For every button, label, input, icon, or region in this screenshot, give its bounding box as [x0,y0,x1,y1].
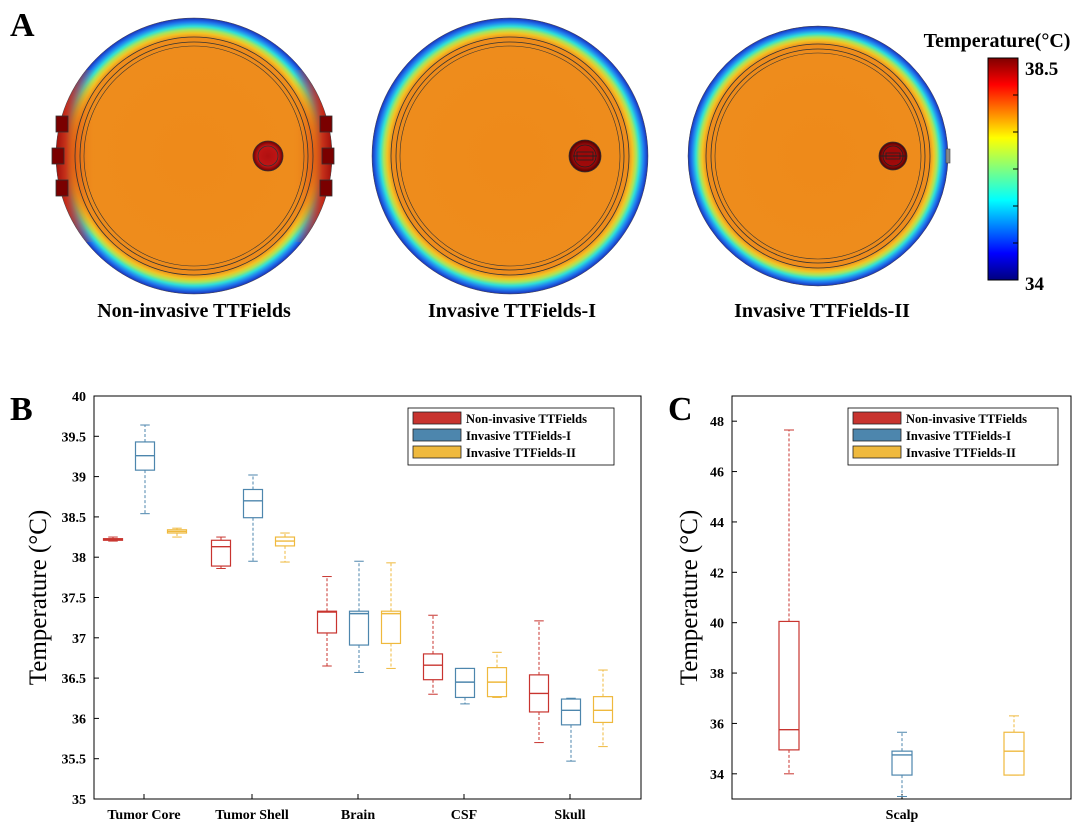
x-tick-label: CSF [451,808,477,823]
legend-label: Invasive TTFields-II [906,446,1016,460]
box-invasive-ttfields-ii-scalp [1003,715,1025,776]
legend-label: Non-invasive TTFields [466,412,587,426]
box-invasive-ttfields-i-tumor-shell [242,474,264,562]
colorbar [987,57,1019,281]
x-tick-label: Scalp [886,808,919,823]
colorbar-max-label: 38.5 [1025,59,1058,80]
box-invasive-ttfields-i-skull [560,697,582,762]
y-tick-label: 44 [710,516,724,531]
legend-swatch [852,411,902,425]
y-tick-label: 39 [72,471,86,486]
box-invasive-ttfields-i-scalp [891,731,913,797]
y-tick-label: 35.5 [62,753,87,768]
legend-label: Invasive TTFields-I [466,429,571,443]
thermal-map-invasive-i [371,17,649,295]
y-tick-label: 35 [72,793,86,808]
x-tick-label: Skull [554,808,585,823]
y-tick-label: 37.5 [62,592,87,607]
box-invasive-ttfields-ii-brain [380,562,402,669]
box-iqr [380,610,402,645]
legend-label: Invasive TTFields-II [466,446,576,460]
y-tick-label: 36 [710,717,724,732]
box-iqr [454,667,476,699]
caption-invasive-ii: Invasive TTFields-II [734,300,910,322]
panel-b-label: B [10,391,33,428]
y-tick-label: 40 [710,617,724,632]
box-non-invasive-ttfields-csf [422,614,444,695]
box-invasive-ttfields-i-brain [348,560,370,673]
box-iqr [242,488,264,519]
y-tick-label: 34 [710,768,724,783]
box-non-invasive-ttfields-skull [528,620,550,744]
caption-non-invasive: Non-invasive TTFields [97,300,291,322]
y-tick-label: 48 [710,415,724,430]
legend-label: Non-invasive TTFields [906,412,1027,426]
box-iqr [560,698,582,726]
legend: Non-invasive TTFields Invasive TTFields-I… [847,407,1059,466]
y-tick-label: 39.5 [62,430,87,445]
box-iqr [316,610,338,634]
box-invasive-ttfields-ii-tumor-shell [274,532,296,563]
box-non-invasive-ttfields-tumor-core [102,536,124,542]
y-tick-label: 42 [710,566,724,581]
box-iqr [422,653,444,681]
box-iqr [592,696,614,724]
x-tick-label: Brain [341,808,375,823]
caption-invasive-i: Invasive TTFields-I [428,300,596,322]
box-invasive-ttfields-ii-skull [592,669,614,748]
legend-swatch [412,411,462,425]
y-tick-label: 38 [72,551,86,566]
box-iqr [891,750,913,776]
legend-swatch [852,445,902,459]
y-tick-label: 36 [72,712,86,727]
panel-c-label: C [668,391,693,428]
box-invasive-ttfields-i-csf [454,667,476,705]
legend: Non-invasive TTFields Invasive TTFields-I… [407,407,615,466]
y-tick-label: 38.5 [62,511,87,526]
box-invasive-ttfields-ii-tumor-core [166,527,188,538]
panel-a-label: A [10,7,35,44]
box-iqr [348,610,370,646]
box-iqr [1003,731,1025,776]
x-tick-label: Tumor Core [107,808,180,823]
y-tick-label: 38 [710,667,724,682]
legend-swatch [412,445,462,459]
box-non-invasive-ttfields-scalp [778,429,800,775]
y-tick-label: 36.5 [62,672,87,687]
box-non-invasive-ttfields-brain [316,576,338,667]
y-axis-label: Temperature (°C) [676,510,703,686]
y-tick-label: 46 [710,466,724,481]
colorbar-min-label: 34 [1025,274,1045,295]
box-invasive-ttfields-i-tumor-core [134,424,156,515]
box-invasive-ttfields-ii-csf [486,651,508,698]
chart-b: 35 35.5 36 36.5 37 37.5 38 38.5 39 39.5 40 Temperat… [25,390,642,823]
chart-c: 34 36 38 40 42 44 46 48 Temperature (°C) Scalp Non… [676,395,1072,823]
x-tick-label: Tumor Shell [215,808,289,823]
legend-swatch [852,428,902,442]
box-iqr [210,539,232,567]
legend-swatch [412,428,462,442]
legend-label: Invasive TTFields-I [906,429,1011,443]
box-iqr [778,620,800,751]
y-axis-label: Temperature (°C) [25,510,52,686]
y-tick-label: 37 [72,632,86,647]
thermal-map-non-invasive [51,17,335,295]
thermal-map-invasive-ii [687,25,951,287]
box-non-invasive-ttfields-tumor-shell [210,536,232,569]
colorbar-title: Temperature(°C) [924,30,1071,52]
y-tick-label: 40 [72,390,86,405]
